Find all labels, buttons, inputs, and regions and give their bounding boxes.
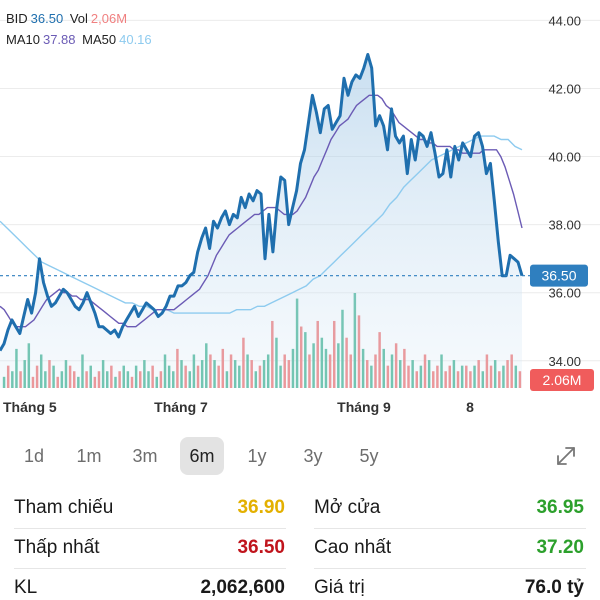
x-tick-label: Tháng 9 — [337, 399, 391, 415]
x-tick-label: 8 — [466, 399, 474, 415]
low-price-label: Thấp nhất — [14, 537, 100, 558]
legend-moving-averages: MA10 37.88 MA50 40.16 — [6, 31, 155, 48]
range-tab-1d[interactable]: 1d — [23, 446, 45, 466]
current-volume-badge-text: 2.06M — [543, 372, 582, 388]
range-tab-6m[interactable]: 6m — [180, 437, 224, 475]
legend-ma10-label: MA10 — [6, 32, 40, 47]
trade-value-value: 76.0 tỷ — [524, 577, 584, 598]
y-tick-label: 36.00 — [548, 286, 581, 301]
high-price-value: 37.20 — [536, 537, 584, 558]
range-tab-5y[interactable]: 5y — [359, 446, 379, 466]
reference-price-value: 36.90 — [237, 497, 285, 518]
open-price-value: 36.95 — [536, 497, 584, 518]
y-tick-label: 40.00 — [548, 150, 581, 165]
y-tick-label: 44.00 — [548, 13, 581, 28]
price-line — [0, 53, 524, 352]
current-price-badge-text: 36.50 — [541, 268, 576, 284]
legend-vol-label: Vol — [69, 11, 88, 26]
legend-price-volume: BID 36.50 Vol 2,06M — [6, 10, 130, 27]
low-price-value: 36.50 — [237, 537, 285, 558]
range-tab-3y[interactable]: 3y — [303, 446, 323, 466]
range-tab-1m[interactable]: 1m — [76, 446, 102, 466]
legend-ma50-label: MA50 — [82, 32, 117, 47]
legend-ticker: BID — [6, 11, 28, 26]
range-tab-3m[interactable]: 3m — [132, 446, 158, 466]
y-axis-labels: 44.00 42.00 40.00 38.00 36.00 34.00 — [548, 13, 581, 368]
legend-price-value: 36.50 — [30, 11, 64, 26]
x-tick-label: Tháng 7 — [154, 399, 208, 415]
x-axis-labels: Tháng 5 Tháng 7 Tháng 9 8 — [3, 399, 474, 415]
reference-price-label: Tham chiếu — [14, 497, 114, 518]
volume-label: KL — [14, 577, 38, 598]
expand-icon[interactable] — [552, 442, 580, 470]
open-price-label: Mở cửa — [314, 497, 381, 518]
high-price-label: Cao nhất — [314, 537, 392, 558]
volume-value: 2,062,600 — [200, 577, 285, 598]
y-tick-label: 42.00 — [548, 81, 581, 96]
current-price-badge — [530, 264, 588, 287]
range-tab-1y[interactable]: 1y — [247, 446, 267, 466]
y-tick-label: 34.00 — [548, 354, 581, 369]
stats-row-low-high: Thấp nhất 36.50 Cao nhất 37.20 — [0, 529, 600, 567]
legend-ma10-value: 37.88 — [42, 32, 76, 47]
y-tick-label: 38.00 — [548, 218, 581, 233]
legend-ma50-value: 40.16 — [119, 32, 152, 47]
current-volume-badge — [530, 369, 594, 391]
trade-value-label: Giá trị — [314, 577, 365, 598]
price-chart[interactable]: 44.00 42.00 40.00 38.00 36.00 34.00 Tháng 5 Th… — [0, 0, 600, 420]
legend-vol-value: 2,06M — [90, 11, 128, 26]
x-tick-label: Tháng 5 — [3, 399, 57, 415]
price-area-fill — [0, 54, 522, 388]
stats-row-reference-open: Tham chiếu 36.90 Mở cửa 36.95 — [0, 489, 600, 527]
time-range-selector: 1d 1m 3m 6m 1y 3y 5y — [0, 432, 600, 478]
stats-row-volume-value: KL 2,062,600 Giá trị 76.0 tỷ — [0, 569, 600, 600]
